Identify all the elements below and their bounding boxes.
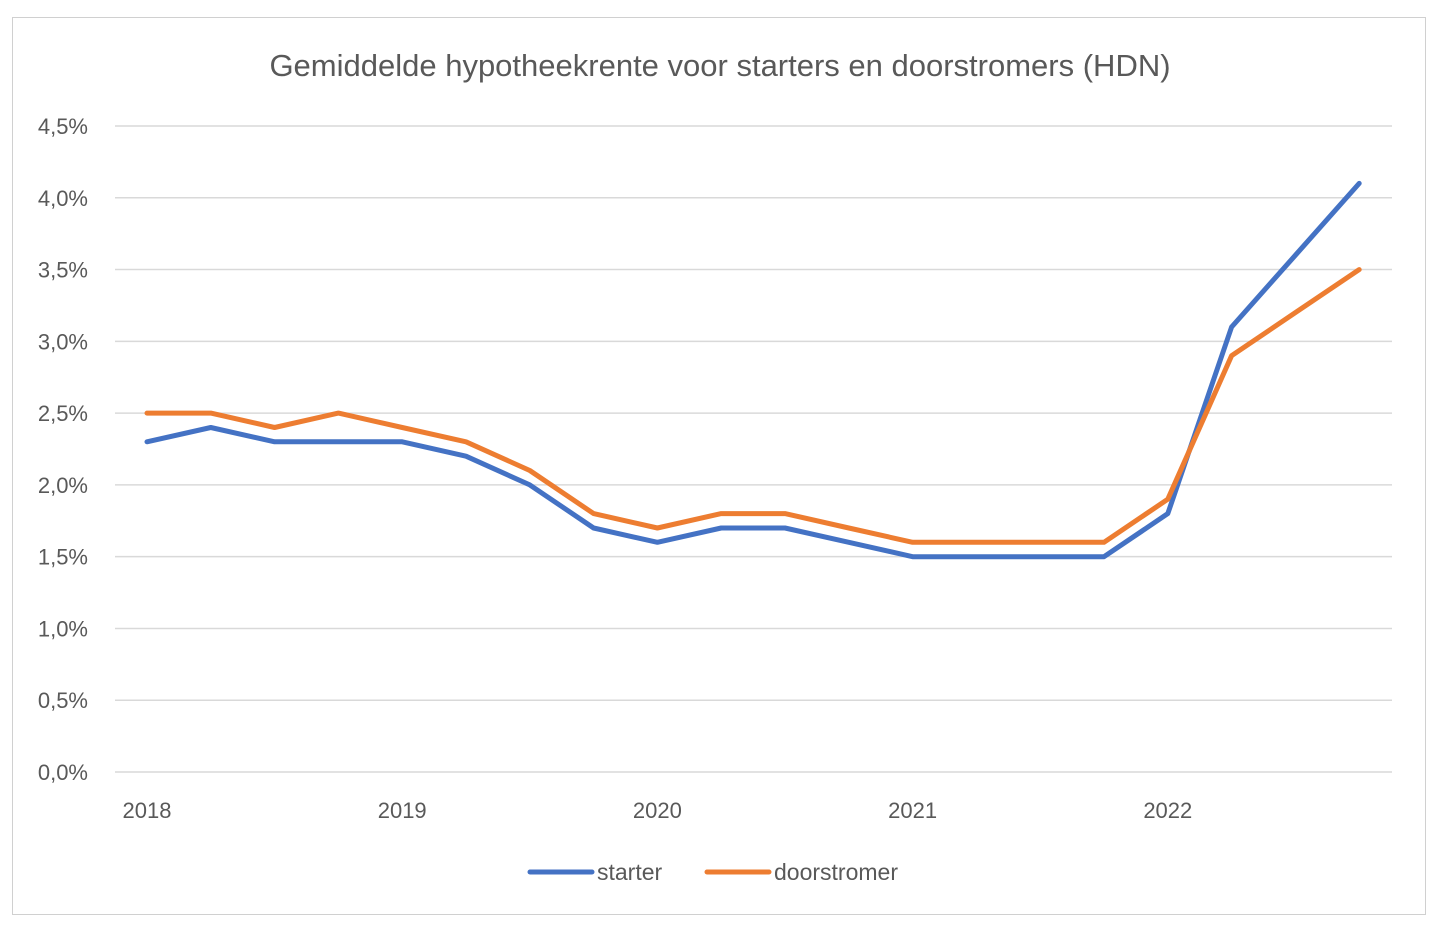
y-tick-label: 2,0% <box>38 473 88 498</box>
legend: starter doorstromer <box>527 859 898 885</box>
y-tick-label: 3,5% <box>38 258 88 283</box>
y-tick-label: 2,5% <box>38 401 88 426</box>
x-tick-label: 2021 <box>888 798 937 823</box>
y-tick-label: 1,0% <box>38 616 88 641</box>
y-tick-label: 0,5% <box>38 688 88 713</box>
y-tick-label: 0,0% <box>38 760 88 785</box>
x-tick-label: 2022 <box>1143 798 1192 823</box>
x-tick-label: 2020 <box>633 798 682 823</box>
legend-label-starter: starter <box>597 859 663 885</box>
series-lines <box>144 180 1362 560</box>
x-tick-label: 2019 <box>378 798 427 823</box>
chart-frame <box>12 17 1426 915</box>
y-tick-label: 3,0% <box>38 329 88 354</box>
legend-label-doorstromer: doorstromer <box>774 859 898 885</box>
y-tick-label: 4,5% <box>38 114 88 139</box>
grid-lines <box>115 125 1392 773</box>
series-line-starter <box>144 180 1362 560</box>
y-tick-label: 4,0% <box>38 186 88 211</box>
y-axis-labels: 0,0% 0,5% 1,0% 1,5% 2,0% 2,5% 3,0% 3,5% 4,0% 4,5% <box>38 114 88 785</box>
series-line-doorstromer <box>144 267 1362 545</box>
x-axis-labels: 2018 2019 2020 2021 2022 <box>123 798 1193 823</box>
y-tick-label: 1,5% <box>38 545 88 570</box>
x-tick-label: 2018 <box>123 798 172 823</box>
chart-title: Gemiddelde hypotheekrente voor starters … <box>269 48 1170 83</box>
